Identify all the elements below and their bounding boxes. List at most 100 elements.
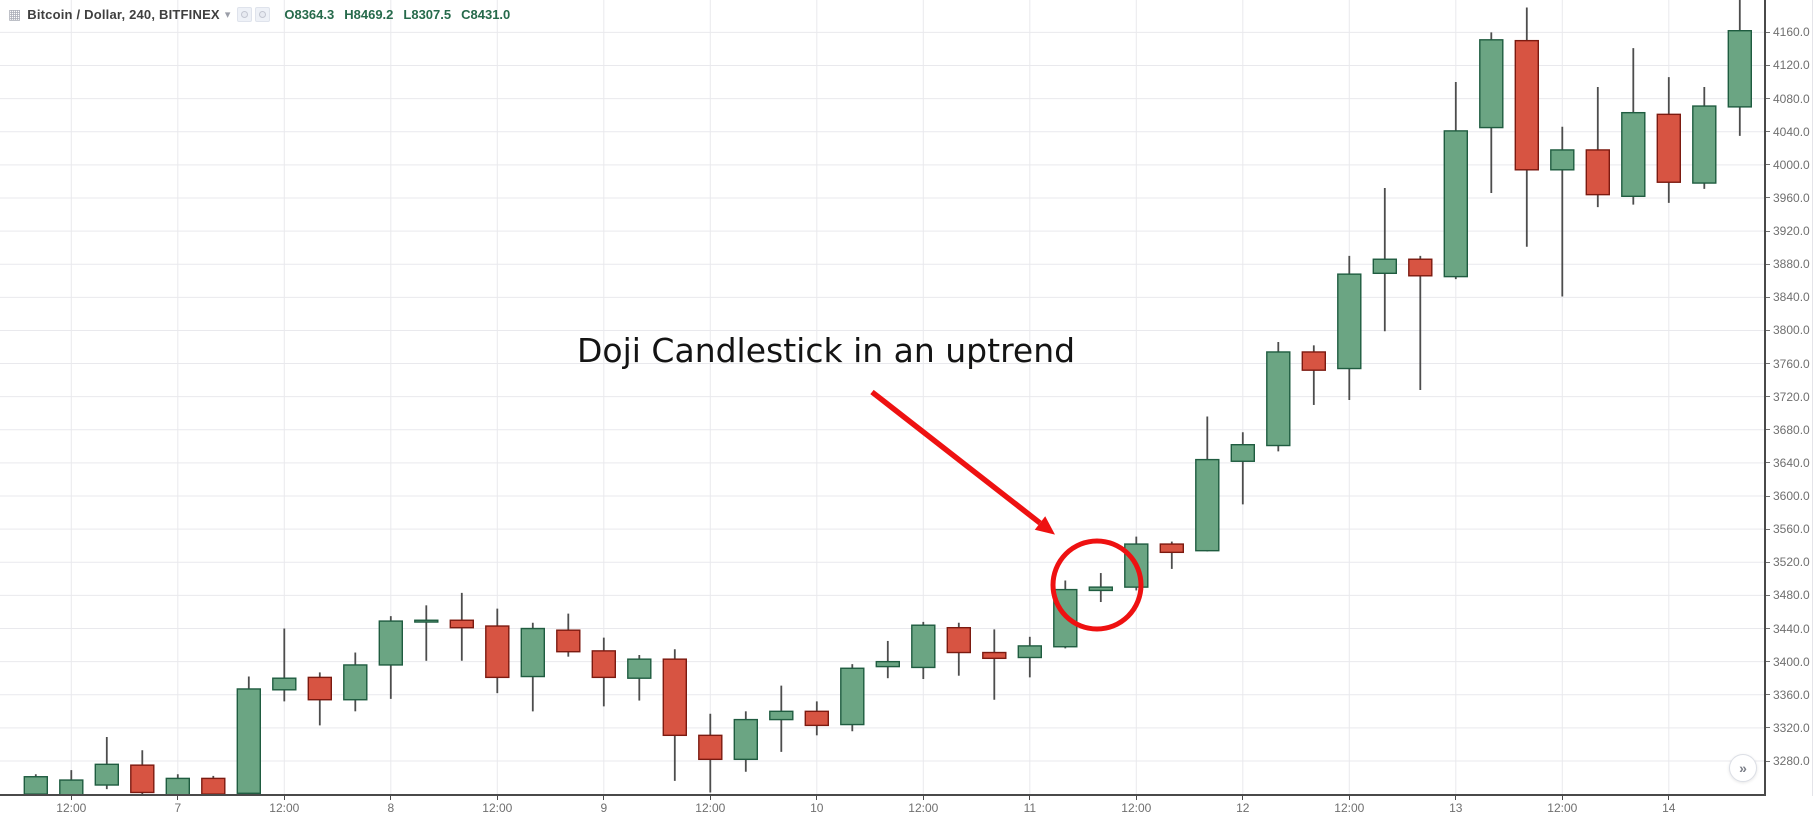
candle-body bbox=[520, 627, 545, 678]
price-axis-label: 3680.0 bbox=[1773, 422, 1810, 437]
candle-body bbox=[414, 619, 439, 623]
time-axis-label: 11 bbox=[1023, 801, 1037, 815]
candle-body bbox=[556, 629, 581, 653]
price-axis-tick bbox=[1766, 495, 1770, 497]
price-axis-tick bbox=[1766, 429, 1770, 431]
annotation-arrow[interactable] bbox=[870, 389, 1042, 526]
price-axis-tick bbox=[1766, 694, 1770, 696]
symbol-title[interactable]: Bitcoin / Dollar, 240, BITFINEX bbox=[27, 6, 220, 22]
time-axis-tick bbox=[70, 796, 72, 800]
candle-body bbox=[59, 779, 84, 794]
price-axis-label: 3320.0 bbox=[1773, 720, 1810, 735]
price-axis-label: 4040.0 bbox=[1773, 124, 1810, 139]
price-axis-tick bbox=[1766, 661, 1770, 663]
candle-body bbox=[1088, 586, 1114, 592]
price-axis[interactable]: 3280.0 3320.0 3360.0 3400.0 3440.0 3480.0 3520… bbox=[1766, 0, 1817, 796]
candle-body bbox=[982, 651, 1007, 660]
doji-highlight-circle[interactable] bbox=[1050, 538, 1144, 632]
time-axis-label: 10 bbox=[810, 801, 824, 815]
time-axis-tick bbox=[1135, 796, 1137, 800]
scroll-to-recent-button[interactable]: » bbox=[1729, 754, 1757, 782]
price-axis-label: 3600.0 bbox=[1773, 489, 1810, 504]
time-axis-tick bbox=[1242, 796, 1244, 800]
time-axis-tick bbox=[177, 796, 179, 800]
price-axis-label: 3880.0 bbox=[1773, 257, 1810, 272]
price-axis-label: 3480.0 bbox=[1773, 588, 1810, 603]
price-axis-label: 4000.0 bbox=[1773, 157, 1810, 172]
candle-body bbox=[236, 688, 262, 794]
time-axis-label: 8 bbox=[387, 801, 395, 815]
candle-body bbox=[911, 624, 936, 669]
low-value: L8307.5 bbox=[403, 6, 452, 22]
price-axis-tick bbox=[1766, 64, 1770, 66]
candle-body bbox=[1585, 149, 1611, 196]
time-axis-tick bbox=[1561, 796, 1563, 800]
time-axis-tick bbox=[709, 796, 711, 800]
candle-body bbox=[449, 619, 474, 629]
time-axis-tick bbox=[283, 796, 285, 800]
high-value: H8469.2 bbox=[344, 6, 394, 22]
candle-body bbox=[946, 626, 971, 654]
candle-body bbox=[272, 677, 297, 691]
candle-body bbox=[165, 777, 191, 794]
candle-body bbox=[1017, 645, 1042, 659]
grid-lines bbox=[0, 0, 1764, 794]
candle-body bbox=[1514, 39, 1540, 171]
time-axis[interactable]: 12:00 7 12:00 8 12:00 9 12:00 10 12:00 11 12:00 12 1… bbox=[0, 796, 1766, 818]
annotation-drawing[interactable] bbox=[870, 389, 1144, 632]
time-axis-tick bbox=[1348, 796, 1350, 800]
candle-body bbox=[627, 658, 652, 679]
candle-body bbox=[1621, 111, 1646, 198]
time-axis-tick bbox=[603, 796, 605, 800]
time-axis-label: 12:00 bbox=[1121, 801, 1152, 815]
price-chart[interactable]: ▦ Bitcoin / Dollar, 240, BITFINEX ▾ O836… bbox=[0, 0, 1766, 796]
price-axis-tick bbox=[1766, 528, 1770, 530]
circle-badge-icon[interactable] bbox=[255, 6, 271, 22]
price-axis-label: 3760.0 bbox=[1773, 356, 1810, 371]
price-axis-tick bbox=[1766, 462, 1770, 464]
time-axis-label: 12:00 bbox=[482, 801, 513, 815]
time-axis-label: 13 bbox=[1449, 801, 1463, 815]
time-axis-label: 7 bbox=[174, 801, 182, 815]
price-axis-label: 3960.0 bbox=[1773, 190, 1810, 205]
time-axis-label: 12:00 bbox=[1547, 801, 1578, 815]
price-axis-tick bbox=[1766, 594, 1770, 596]
price-axis-tick bbox=[1766, 329, 1770, 331]
badge-dot bbox=[259, 10, 267, 18]
candle-body bbox=[343, 664, 368, 701]
price-axis-tick bbox=[1766, 131, 1770, 133]
price-axis-tick bbox=[1766, 628, 1770, 630]
time-axis-tick bbox=[922, 796, 924, 800]
candlestick-chart-canvas[interactable] bbox=[0, 0, 1764, 794]
price-axis-tick bbox=[1766, 363, 1770, 365]
price-axis-tick bbox=[1766, 263, 1770, 265]
price-axis-label: 3800.0 bbox=[1773, 323, 1810, 338]
candle-body bbox=[23, 776, 48, 794]
badge-dot bbox=[241, 10, 249, 18]
double-chevron-right-icon: » bbox=[1739, 759, 1747, 776]
candle-body bbox=[1656, 113, 1682, 183]
annotation-text[interactable]: Doji Candlestick in an uptrend bbox=[577, 331, 1076, 370]
candle-body bbox=[94, 763, 120, 786]
circle-badge-icon[interactable] bbox=[237, 6, 253, 22]
time-axis-tick bbox=[816, 796, 818, 800]
price-axis-tick bbox=[1766, 727, 1770, 729]
candle-body bbox=[1230, 444, 1256, 462]
price-axis-tick bbox=[1766, 197, 1770, 199]
candle-body bbox=[1443, 130, 1469, 278]
right-edge-divider bbox=[1812, 0, 1813, 796]
candle-body bbox=[201, 777, 226, 794]
close-value: C8431.0 bbox=[461, 6, 511, 22]
price-axis-label: 3360.0 bbox=[1773, 687, 1810, 702]
price-axis-tick bbox=[1766, 396, 1770, 398]
time-axis-label: 12:00 bbox=[269, 801, 300, 815]
candle-body bbox=[378, 620, 403, 666]
annotation-arrowhead[interactable] bbox=[1034, 516, 1055, 535]
price-axis-label: 4080.0 bbox=[1773, 91, 1810, 106]
candle-body bbox=[1301, 351, 1327, 371]
open-value: O8364.3 bbox=[284, 6, 335, 22]
ohlc-readout: O8364.3 H8469.2 L8307.5 C8431.0 bbox=[284, 7, 520, 22]
candle-body bbox=[1372, 258, 1398, 275]
caret-down-icon[interactable]: ▾ bbox=[224, 8, 231, 21]
